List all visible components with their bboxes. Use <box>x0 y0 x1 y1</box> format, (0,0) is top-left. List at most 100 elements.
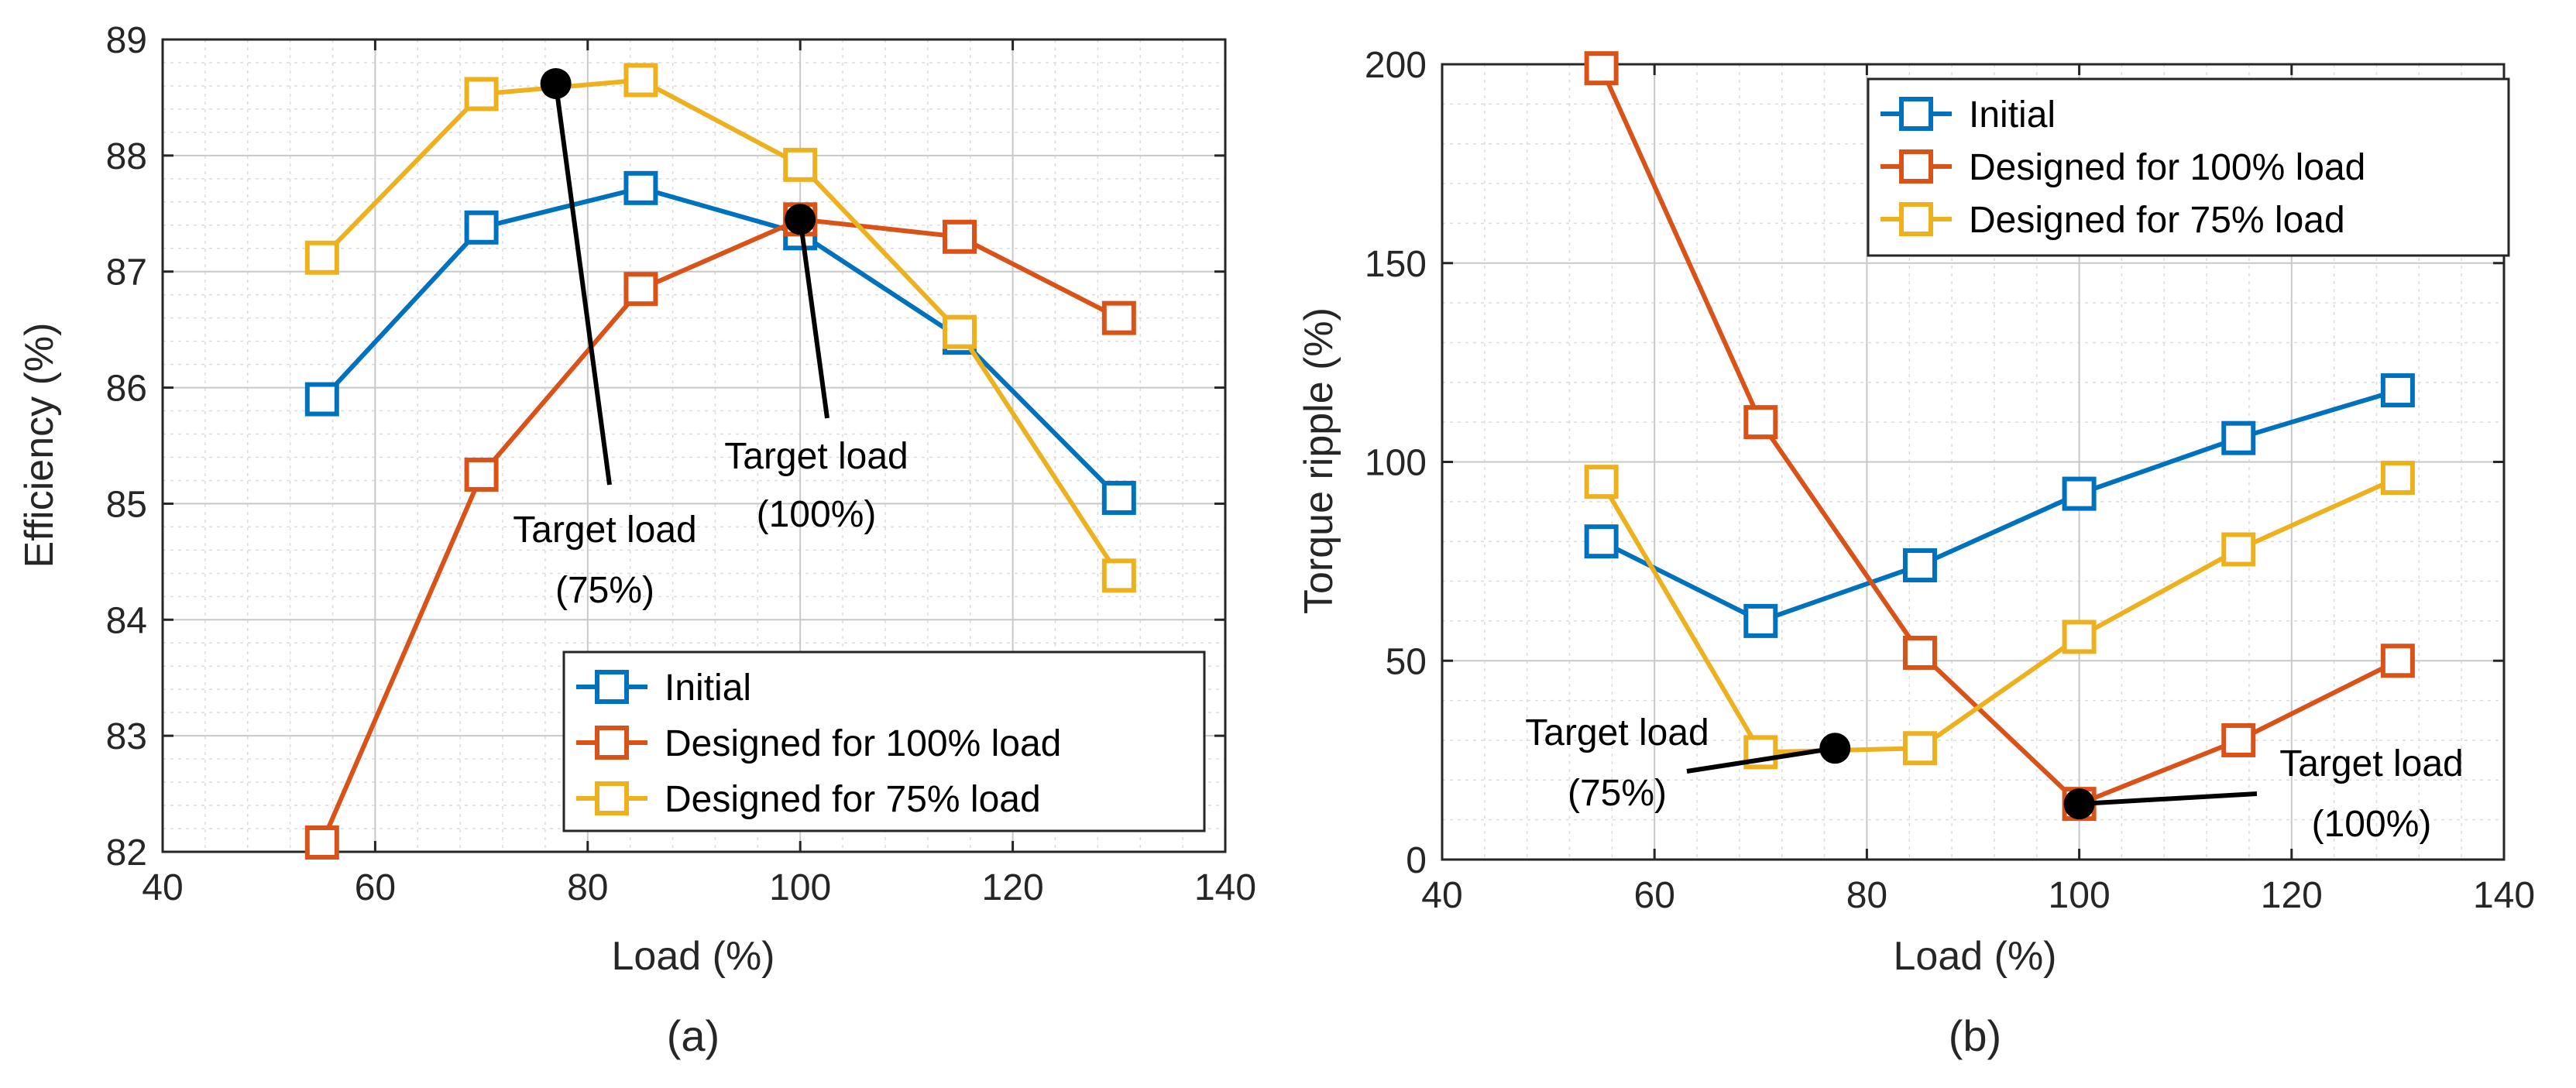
data-point-designed-for-75-load <box>1902 731 1937 766</box>
y-tick-label: 82 <box>106 832 147 873</box>
legend-swatch-marker <box>1899 149 1933 184</box>
x-tick-label: 40 <box>142 867 183 908</box>
data-point-initial <box>2380 373 2415 408</box>
legend-label: Designed for 100% load <box>1969 147 2365 188</box>
annotation-label: (75%) <box>555 570 654 611</box>
annotation-label: (100%) <box>2312 804 2432 845</box>
y-tick-label: 100 <box>1365 443 1427 484</box>
x-tick-label: 60 <box>355 867 396 908</box>
data-point-designed-for-75-load <box>623 63 658 98</box>
axes-frame <box>161 38 1227 853</box>
data-point-designed-for-100-load <box>1902 635 1937 670</box>
data-point-designed-for-75-load <box>2380 461 2415 496</box>
x-tick-label: 100 <box>769 867 831 908</box>
data-point-designed-for-75-load <box>1101 558 1136 593</box>
annotation-marker <box>540 67 572 99</box>
legend-swatch-marker <box>1899 202 1933 236</box>
annotation-callout-line <box>798 218 829 419</box>
data-point-initial <box>1743 603 1778 638</box>
data-point-designed-for-75-load <box>1584 465 1619 499</box>
legend-swatch-marker <box>595 781 629 815</box>
x-tick-label: 40 <box>1421 875 1462 916</box>
annotation-label: Target load <box>724 436 908 477</box>
y-tick-label: 150 <box>1365 244 1427 285</box>
x-axis-title: Load (%) <box>1894 934 2057 979</box>
panel-label: (a) <box>667 1011 720 1060</box>
x-tick-label: 120 <box>2261 875 2323 916</box>
x-tick-label: 140 <box>2473 875 2535 916</box>
x-tick-label: 140 <box>1194 867 1256 908</box>
data-point-designed-for-100-load <box>943 219 977 254</box>
annotation-callout-line <box>2079 791 2258 807</box>
legend-box <box>562 650 1206 832</box>
data-point-designed-for-75-load <box>304 240 339 275</box>
y-tick-label: 0 <box>1406 840 1427 881</box>
annotation-callout-line <box>553 83 612 486</box>
data-point-initial <box>1902 548 1937 583</box>
data-point-initial <box>623 170 658 205</box>
data-point-initial <box>2221 420 2256 455</box>
data-point-designed-for-100-load <box>623 272 658 307</box>
annotation-label: Target load <box>513 510 697 551</box>
y-axis-title: Torque ripple (%) <box>1297 307 1341 614</box>
y-tick-label: 84 <box>106 600 147 641</box>
panel-label: (b) <box>1949 1011 2001 1060</box>
series-line-designed-for-100-load <box>1599 67 2399 807</box>
annotation-callout-line <box>1686 746 1836 774</box>
legend-box <box>1867 77 2510 257</box>
legend-label: Designed for 100% load <box>665 723 1061 764</box>
data-point-initial <box>1584 524 1619 559</box>
y-tick-label: 89 <box>106 20 147 61</box>
annotation-label: (100%) <box>757 494 877 535</box>
x-tick-label: 100 <box>2049 875 2111 916</box>
legend-swatch-marker <box>595 670 629 704</box>
data-point-designed-for-75-load <box>2062 620 2097 654</box>
data-point-designed-for-100-load <box>2380 644 2415 678</box>
series-line-designed-for-75-load <box>1599 475 2399 755</box>
y-tick-label: 85 <box>106 484 147 525</box>
legend-swatch-marker <box>595 726 629 760</box>
legend-label: Designed for 75% load <box>1969 200 2345 241</box>
y-axis-title: Efficiency (%) <box>17 323 62 568</box>
data-point-designed-for-75-load <box>464 77 499 112</box>
data-point-initial <box>304 382 339 417</box>
x-tick-label: 80 <box>1846 875 1887 916</box>
series-line-initial <box>1600 388 2399 623</box>
legend-label: Designed for 75% load <box>665 779 1041 820</box>
series-line-initial <box>320 185 1121 500</box>
y-tick-label: 200 <box>1365 45 1427 86</box>
data-point-designed-for-100-load <box>304 825 339 860</box>
data-point-designed-for-100-load <box>464 457 499 492</box>
annotation-marker <box>1819 733 1851 764</box>
data-point-designed-for-75-load <box>943 314 977 349</box>
y-tick-label: 88 <box>106 136 147 177</box>
x-tick-label: 60 <box>1634 875 1675 916</box>
annotation-marker <box>785 204 816 235</box>
x-tick-label: 120 <box>982 867 1044 908</box>
x-tick-label: 80 <box>567 867 608 908</box>
data-point-designed-for-100-load <box>1743 405 1778 440</box>
data-point-designed-for-75-load <box>783 147 818 182</box>
y-tick-label: 86 <box>106 369 147 410</box>
chart-panel-b: 40 60 80 100 120 140 0 50 100 150 200 Load (%) Torqu… <box>1297 45 2535 1060</box>
annotation-label: Target load <box>2279 743 2464 784</box>
data-point-designed-for-75-load <box>2221 532 2256 567</box>
annotation-label: (75%) <box>1568 773 1667 814</box>
legend-swatch-marker <box>1899 97 1933 131</box>
y-tick-label: 83 <box>106 716 147 757</box>
y-tick-label: 50 <box>1386 641 1427 682</box>
legend-label: Initial <box>1969 94 2056 136</box>
data-point-initial <box>2062 476 2097 511</box>
data-point-initial <box>1101 480 1136 515</box>
chart-panel-a: 40 60 80 100 120 140 82 83 84 85 86 87 88 89 Load (%) E… <box>17 20 1256 1060</box>
y-tick-label: 87 <box>106 252 147 293</box>
data-point-designed-for-100-load <box>1101 300 1136 335</box>
legend-label: Initial <box>665 668 751 709</box>
data-point-initial <box>464 210 499 245</box>
series-line-designed-for-75-load <box>320 77 1121 577</box>
series-line-designed-for-100-load <box>320 217 1121 844</box>
x-axis-title: Load (%) <box>612 934 775 979</box>
data-point-designed-for-100-load <box>1584 51 1619 86</box>
annotation-marker <box>2063 788 2095 820</box>
